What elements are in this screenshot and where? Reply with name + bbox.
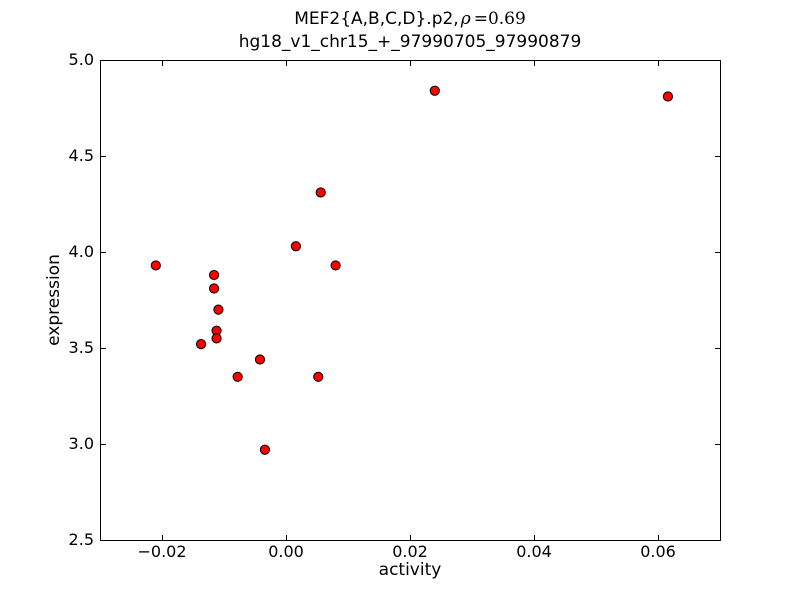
data-point (662, 91, 674, 102)
data-point (259, 444, 271, 455)
x-tick-label: 0.02 (392, 542, 428, 561)
data-point (330, 260, 341, 271)
y-tick-label: 4.5 (68, 146, 94, 165)
x-tick-label: 0.00 (268, 542, 304, 561)
y-tick-label: 5.0 (68, 50, 94, 69)
plot-area (100, 60, 721, 541)
data-point (232, 371, 243, 382)
y-tick-label: 3.0 (68, 434, 94, 453)
chart-title-line1: MEF2{A,B,C,D}.p2, ρ =0.69 (100, 8, 720, 31)
data-point (429, 85, 440, 96)
x-tick-label: 0.06 (640, 542, 676, 561)
data-point (195, 339, 207, 350)
y-tick-label: 2.5 (68, 530, 94, 549)
data-point (150, 260, 161, 271)
data-point (213, 304, 224, 315)
x-tick-label: 0.04 (516, 542, 552, 561)
chart-title: MEF2{A,B,C,D}.p2, ρ =0.69 hg18_v1_chr15_+_… (100, 8, 720, 54)
data-point (315, 187, 326, 198)
y-axis-label: expression (44, 254, 64, 346)
rho-symbol: ρ (460, 9, 471, 29)
data-point (208, 269, 220, 281)
y-tick-label: 4.0 (68, 242, 94, 261)
data-point (211, 333, 222, 344)
title-text: MEF2{A,B,C,D}.p2, (294, 9, 459, 29)
axes-frame (100, 60, 721, 541)
y-tick-label: 3.5 (68, 338, 94, 357)
data-point (290, 241, 302, 252)
chart-subtitle: hg18_v1_chr15_+_97990705_97990879 (238, 32, 582, 52)
data-point (208, 283, 220, 294)
data-point (254, 354, 266, 365)
x-axis-label: activity (378, 560, 442, 580)
rho-value: =0.69 (473, 9, 526, 29)
x-tick-label: −0.02 (137, 542, 187, 561)
data-point (313, 371, 324, 382)
